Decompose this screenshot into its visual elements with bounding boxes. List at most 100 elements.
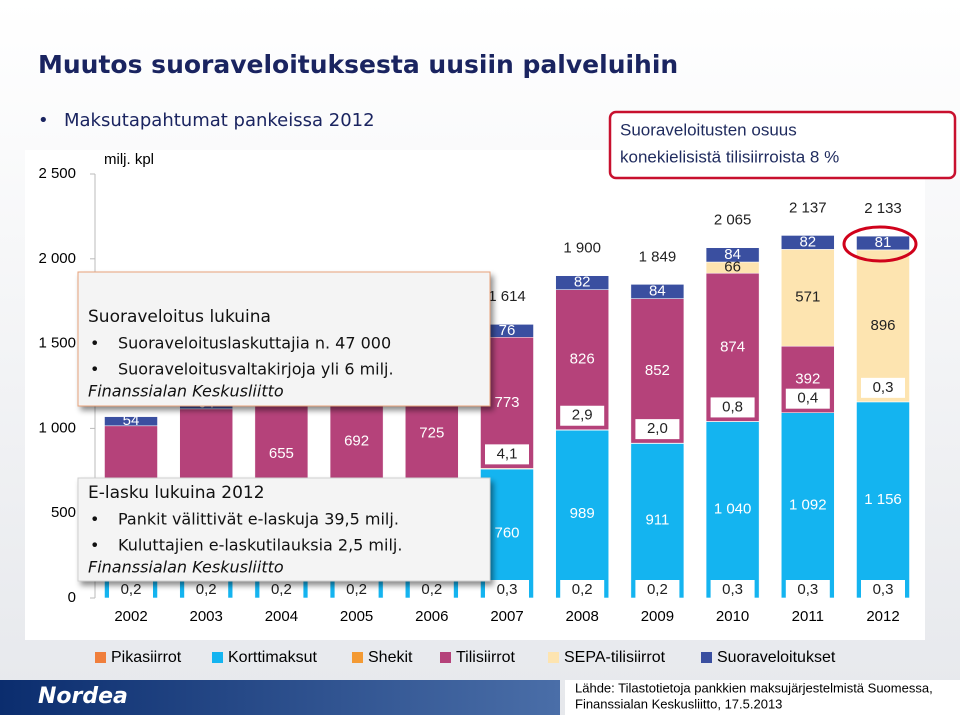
- callout-source: Finanssialan Keskusliitto: [88, 382, 284, 401]
- bar-segment: [781, 235, 835, 250]
- x-tick-label: 2003: [190, 608, 223, 625]
- data-label: 0,2: [421, 581, 442, 598]
- y-tick-label: 0: [68, 589, 76, 606]
- label-box: [259, 580, 304, 600]
- label-box: [861, 377, 905, 398]
- callout-bullet: •: [90, 510, 99, 529]
- bar-segment: [856, 249, 910, 403]
- data-label: 826: [570, 351, 595, 368]
- data-label: 84: [649, 282, 666, 299]
- data-label: 1 156: [864, 491, 902, 508]
- legend-swatch: [701, 652, 712, 663]
- data-label: 2,9: [572, 407, 593, 424]
- data-label: 4,1: [497, 445, 518, 462]
- source-box: [565, 680, 960, 715]
- x-tick-label: 2004: [265, 608, 298, 625]
- x-tick-label: 2012: [866, 608, 899, 625]
- label-box: [485, 444, 529, 465]
- label-box: [485, 580, 529, 600]
- total-label: 2 065: [714, 212, 752, 229]
- bar-segment: [104, 416, 158, 427]
- logo: Nordea: [38, 684, 128, 709]
- bar-segment: [705, 247, 760, 263]
- x-tick-label: 2005: [340, 608, 373, 625]
- source-note: Finanssialan Keskusliitto, 17.5.2013: [575, 696, 782, 711]
- highlight-box: [608, 110, 957, 180]
- data-label: 0,8: [722, 398, 743, 415]
- total-label: 1 849: [639, 248, 677, 265]
- data-label: 874: [720, 338, 745, 355]
- data-label: 692: [344, 433, 369, 450]
- data-label: 82: [574, 274, 591, 291]
- label-box: [635, 580, 680, 600]
- label-box: [861, 580, 905, 600]
- y-tick-label: 1 500: [38, 335, 76, 352]
- x-tick-label: 2008: [566, 608, 599, 625]
- bar-segment: [705, 272, 760, 422]
- highlight-text: konekielisistä tilisiirroista 8 %: [620, 147, 839, 166]
- data-label: 655: [269, 445, 294, 462]
- y-tick-label: 500: [51, 504, 76, 521]
- data-label: 0,3: [722, 581, 743, 598]
- chart: milj. kpl 0 500 1 000 1 500 2 000 2 500 2002 200…: [38, 151, 910, 666]
- callout-bullet: •: [90, 536, 99, 555]
- data-label: 0,3: [873, 581, 894, 598]
- label-box: [710, 397, 755, 418]
- data-label: 392: [795, 370, 820, 387]
- x-tick-label: 2010: [716, 608, 749, 625]
- x-tick-label: 2007: [490, 608, 523, 625]
- x-tick-label: 2002: [114, 608, 147, 625]
- data-label: 0,2: [647, 581, 668, 598]
- legend-swatch: [95, 652, 106, 663]
- bar-segment: [630, 298, 685, 444]
- callout-box: [77, 271, 491, 407]
- y-tick-label: 1 000: [38, 419, 76, 436]
- data-label: 66: [724, 259, 741, 276]
- data-label: 911: [645, 512, 669, 529]
- data-label: 1 092: [789, 496, 827, 513]
- data-label: 0,2: [346, 581, 367, 598]
- data-label: 0,4: [797, 390, 818, 407]
- total-label: 2 133: [864, 200, 902, 217]
- label-box: [560, 580, 605, 600]
- data-label: 0,3: [497, 581, 518, 598]
- data-label: 896: [870, 317, 895, 334]
- bar-segment: [856, 401, 910, 599]
- legend-swatch: [548, 652, 559, 663]
- bullet-dot: •: [38, 110, 49, 131]
- callout-title: E-lasku lukuina 2012: [88, 483, 265, 503]
- total-label: 1 614: [488, 288, 526, 305]
- label-box: [785, 388, 830, 409]
- data-label: 0,2: [121, 581, 142, 598]
- y-unit: milj. kpl: [104, 151, 154, 168]
- data-label: 0,3: [873, 379, 894, 396]
- callout-box: [77, 477, 491, 582]
- data-label: 0,2: [271, 581, 292, 598]
- bar-segment: [781, 412, 835, 599]
- data-label: 0,2: [572, 581, 593, 598]
- legend-swatch: [352, 652, 363, 663]
- legend-label: Shekit: [368, 649, 413, 666]
- data-label: 852: [645, 362, 670, 379]
- callout-source: Finanssialan Keskusliitto: [88, 558, 284, 577]
- callout-item: Suoraveloituslaskuttajia n. 47 000: [118, 334, 391, 353]
- highlight-ellipse: [842, 225, 918, 263]
- legend-label: Tilisiirrot: [456, 649, 516, 666]
- legend-swatch: [440, 652, 451, 663]
- bar-segment: [705, 421, 760, 599]
- legend-label: Suoraveloitukset: [717, 649, 836, 666]
- callout-bullet: •: [90, 334, 99, 353]
- bar-segment: [630, 443, 685, 599]
- total-label: 1 900: [563, 240, 601, 257]
- data-label: 725: [419, 425, 444, 442]
- label-box: [409, 580, 454, 600]
- callout-bullet: •: [90, 360, 99, 379]
- data-label: 82: [799, 233, 816, 250]
- data-label: 84: [724, 246, 741, 263]
- label-box: [334, 580, 379, 600]
- data-label: 1 040: [714, 501, 752, 518]
- source-note: Lähde: Tilastotietoja pankkien maksujärj…: [575, 680, 933, 695]
- overlays: Suoraveloitusten osuus konekielisistä ti…: [77, 110, 957, 582]
